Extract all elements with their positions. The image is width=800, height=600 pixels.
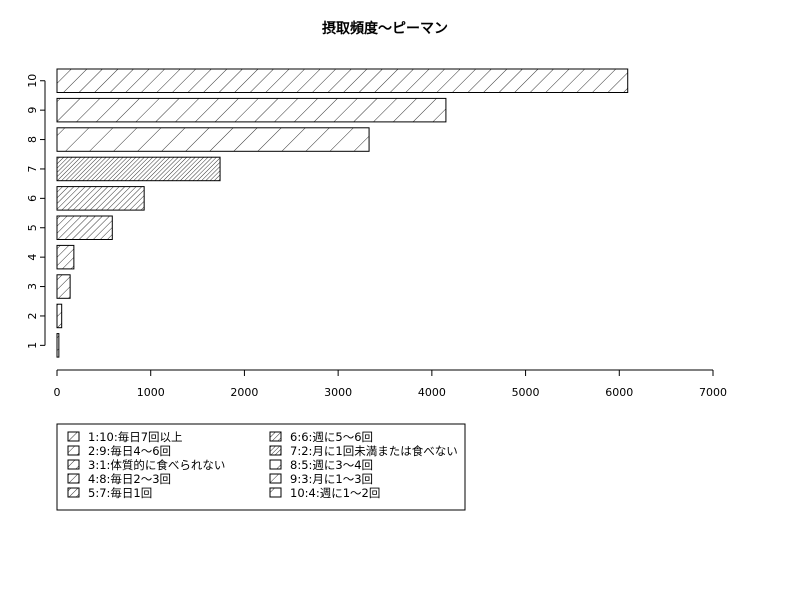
y-tick-label-8: 8	[26, 136, 39, 143]
bar-5	[56, 215, 113, 240]
legend-label-10: 10:4:週に1〜2回	[290, 486, 380, 500]
legend-label-5: 5:7:毎日1回	[88, 486, 152, 500]
x-tick-label-1000: 1000	[137, 386, 165, 399]
bar-10	[56, 68, 629, 93]
legend-label-2: 2:9:毎日4〜6回	[88, 444, 171, 458]
bar-9	[56, 97, 447, 123]
bar-2	[56, 303, 63, 329]
x-tick-label-6000: 6000	[605, 386, 633, 399]
x-tick-label-7000: 7000	[699, 386, 727, 399]
legend-label-9: 9:3:月に1〜3回	[290, 472, 373, 486]
chart-title: 摂取頻度〜ピーマン	[322, 20, 448, 37]
bars	[56, 68, 629, 358]
legend-swatch-8	[269, 459, 282, 470]
legend-swatch-6	[269, 431, 282, 442]
legend-swatch-2	[67, 445, 80, 456]
legend-swatch-1	[67, 431, 80, 442]
bar-3	[56, 274, 71, 299]
x-tick-label-2000: 2000	[230, 386, 258, 399]
legend-swatch-4	[67, 473, 80, 484]
x-tick-label-3000: 3000	[324, 386, 352, 399]
y-tick-label-2: 2	[26, 312, 39, 319]
legend-swatch-7	[269, 445, 282, 456]
y-tick-label-10: 10	[26, 74, 39, 88]
legend-label-1: 1:10:毎日7回以上	[88, 430, 183, 444]
y-tick-label-4: 4	[26, 254, 39, 261]
x-tick-label-4000: 4000	[418, 386, 446, 399]
y-tick-label-7: 7	[26, 165, 39, 172]
y-axis: 1 2 3 4 5 6 7 8 9 10	[26, 74, 46, 349]
legend-label-8: 8:5:週に3〜4回	[290, 458, 373, 472]
y-tick-label-3: 3	[26, 283, 39, 290]
legend-label-3: 3:1:体質的に食べられない	[88, 458, 225, 472]
legend-box	[56, 423, 466, 511]
bar-8	[56, 127, 370, 152]
x-tick-label-5000: 5000	[512, 386, 540, 399]
legend-label-6: 6:6:週に5〜6回	[290, 430, 373, 444]
x-tick-label-0: 0	[54, 386, 61, 399]
legend: 1:10:毎日7回以上2:9:毎日4〜6回3:1:体質的に食べられない4:8:毎…	[56, 423, 466, 511]
y-tick-label-9: 9	[26, 107, 39, 114]
bar-4	[56, 244, 75, 270]
legend-swatch-10	[269, 487, 282, 498]
legend-label-4: 4:8:毎日2〜3回	[88, 472, 171, 486]
bar-7	[56, 156, 221, 182]
bar-6	[56, 186, 145, 211]
bar-1	[56, 333, 60, 358]
x-axis: 0 1000 2000 3000 4000 5000 6000 7000	[54, 369, 727, 399]
y-tick-label-6: 6	[26, 195, 39, 202]
legend-swatch-3	[67, 459, 80, 470]
legend-swatch-5	[67, 487, 80, 498]
y-tick-label-5: 5	[26, 224, 39, 231]
y-tick-label-1: 1	[26, 342, 39, 349]
legend-label-7: 7:2:月に1回未満または食べない	[290, 444, 458, 458]
legend-swatch-9	[269, 473, 282, 484]
